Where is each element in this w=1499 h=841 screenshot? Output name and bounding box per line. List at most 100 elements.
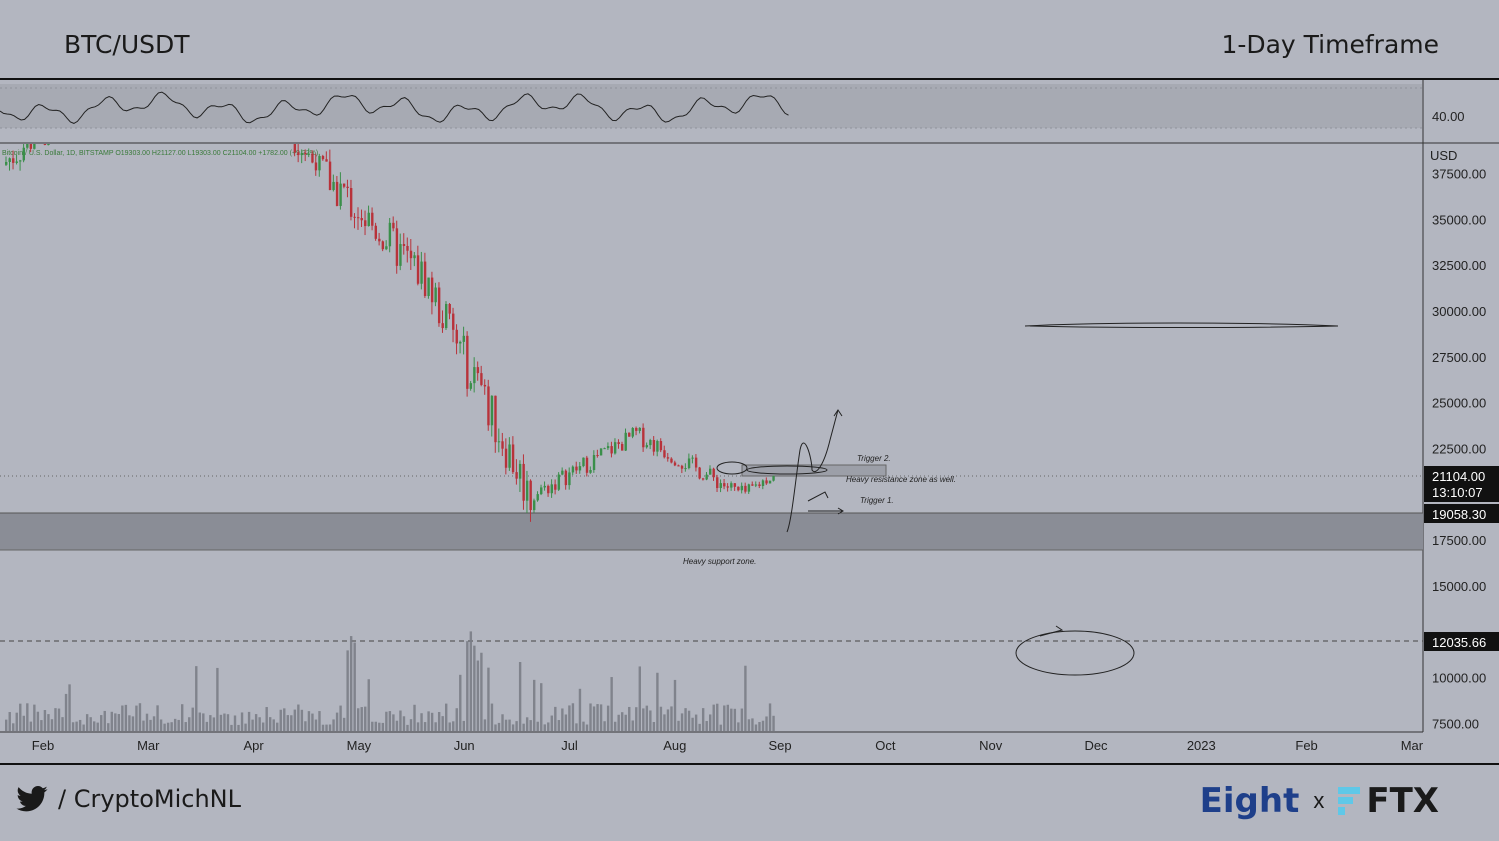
- price-tick-label: 30000.00: [1432, 304, 1486, 319]
- volume-bar: [5, 719, 8, 731]
- volume-bar: [181, 704, 184, 731]
- candle-body: [388, 222, 392, 247]
- candle-body: [497, 441, 501, 443]
- volume-bar: [385, 711, 388, 731]
- candle-body: [26, 144, 29, 148]
- candle-body: [469, 383, 473, 389]
- support-zone: [0, 513, 1423, 550]
- volume-bar: [36, 711, 40, 731]
- time-tick-label: Mar: [1401, 738, 1424, 753]
- volume-bar: [272, 719, 275, 731]
- volume-bar: [423, 722, 427, 731]
- volume-bar: [550, 715, 553, 731]
- volume-bar: [346, 650, 349, 731]
- candle-body: [332, 181, 335, 191]
- volume-bar: [198, 712, 201, 731]
- volume-bar: [596, 704, 599, 731]
- volume-bar: [705, 721, 708, 731]
- candle-body: [631, 427, 634, 437]
- support-label: Heavy support zone.: [683, 557, 756, 566]
- candle-body: [374, 225, 377, 239]
- volume-bar: [473, 645, 476, 731]
- ftx-mark-icon: [1338, 787, 1361, 815]
- candle-body: [416, 255, 420, 284]
- volume-bar: [47, 714, 50, 731]
- volume-bar: [258, 717, 261, 731]
- candle-body: [529, 480, 532, 511]
- volume-bar: [540, 683, 543, 731]
- last-price-tag: 21104.00 13:10:07: [1424, 466, 1499, 502]
- volume-bar: [156, 705, 159, 731]
- volume-bar: [318, 711, 321, 731]
- volume-bar: [276, 722, 279, 731]
- time-tick-label: Feb: [32, 738, 54, 753]
- candle-body: [705, 474, 708, 480]
- candle-body: [624, 432, 627, 451]
- volume-bar: [85, 714, 89, 731]
- volume-bar: [357, 708, 360, 731]
- time-tick-label: Nov: [979, 738, 1003, 753]
- candle-body: [666, 457, 670, 459]
- volume-bar: [349, 636, 353, 731]
- time-tick-label: 2023: [1187, 738, 1216, 753]
- volume-bar: [40, 720, 43, 731]
- volume-bar: [694, 714, 698, 731]
- candle-body: [744, 485, 747, 492]
- volume-bar: [374, 721, 377, 731]
- candle-body: [314, 162, 318, 171]
- volume-bar: [335, 712, 339, 731]
- volume-bar: [772, 715, 775, 731]
- volume-bar: [328, 724, 332, 731]
- volume-bar: [666, 709, 670, 731]
- candle-body: [547, 485, 550, 494]
- candle-body: [353, 216, 356, 218]
- volume-bar: [371, 721, 374, 731]
- candle-body: [445, 303, 448, 329]
- candle-body: [751, 484, 754, 486]
- volume-bar: [12, 723, 15, 731]
- candle-body: [621, 444, 624, 451]
- volume-bar: [585, 724, 589, 731]
- candle-body: [413, 255, 416, 259]
- volume-bar: [761, 720, 765, 731]
- candle-body: [307, 153, 311, 155]
- volume-bar: [466, 641, 469, 731]
- volume-bar: [578, 688, 582, 731]
- scribble-line-far: [1024, 322, 1339, 328]
- candle-body: [339, 183, 342, 206]
- chart[interactable]: 40.00 Bitcoin / U.S. Dollar, 1D, BITSTAM…: [0, 80, 1499, 763]
- volume-bar: [420, 713, 423, 731]
- volume-bar: [747, 719, 751, 731]
- volume-bar: [645, 705, 649, 731]
- candle-body: [22, 147, 25, 161]
- price-tick-label: 7500.00: [1432, 717, 1479, 732]
- volume-bar: [19, 703, 22, 731]
- volume-bar: [124, 704, 128, 731]
- volume-bar: [128, 715, 131, 731]
- volume-bar: [145, 713, 149, 731]
- candle-body: [325, 159, 328, 162]
- time-tick-label: Mar: [137, 738, 160, 753]
- volume-bar: [430, 712, 434, 731]
- candle-body: [47, 144, 50, 145]
- twitter-handle[interactable]: / CryptoMichNL: [16, 785, 241, 813]
- candle-body: [673, 462, 677, 466]
- volume-bar: [406, 724, 409, 731]
- time-tick-label: Feb: [1295, 738, 1317, 753]
- candle-body: [656, 441, 659, 452]
- volume-bar: [554, 706, 557, 731]
- volume-bar: [293, 709, 297, 731]
- candle-body: [357, 217, 360, 219]
- volume-bar: [22, 715, 25, 731]
- volume-bar: [251, 719, 254, 731]
- candle-body: [455, 329, 458, 344]
- volume-bar: [212, 717, 216, 731]
- candle-body: [754, 484, 758, 486]
- candles: [5, 144, 775, 522]
- candle-body: [765, 480, 768, 484]
- candle-body: [321, 155, 325, 160]
- volume-bar: [533, 679, 536, 731]
- candle-body: [599, 448, 603, 456]
- volume-bar: [483, 719, 487, 731]
- volume-bar: [177, 719, 180, 731]
